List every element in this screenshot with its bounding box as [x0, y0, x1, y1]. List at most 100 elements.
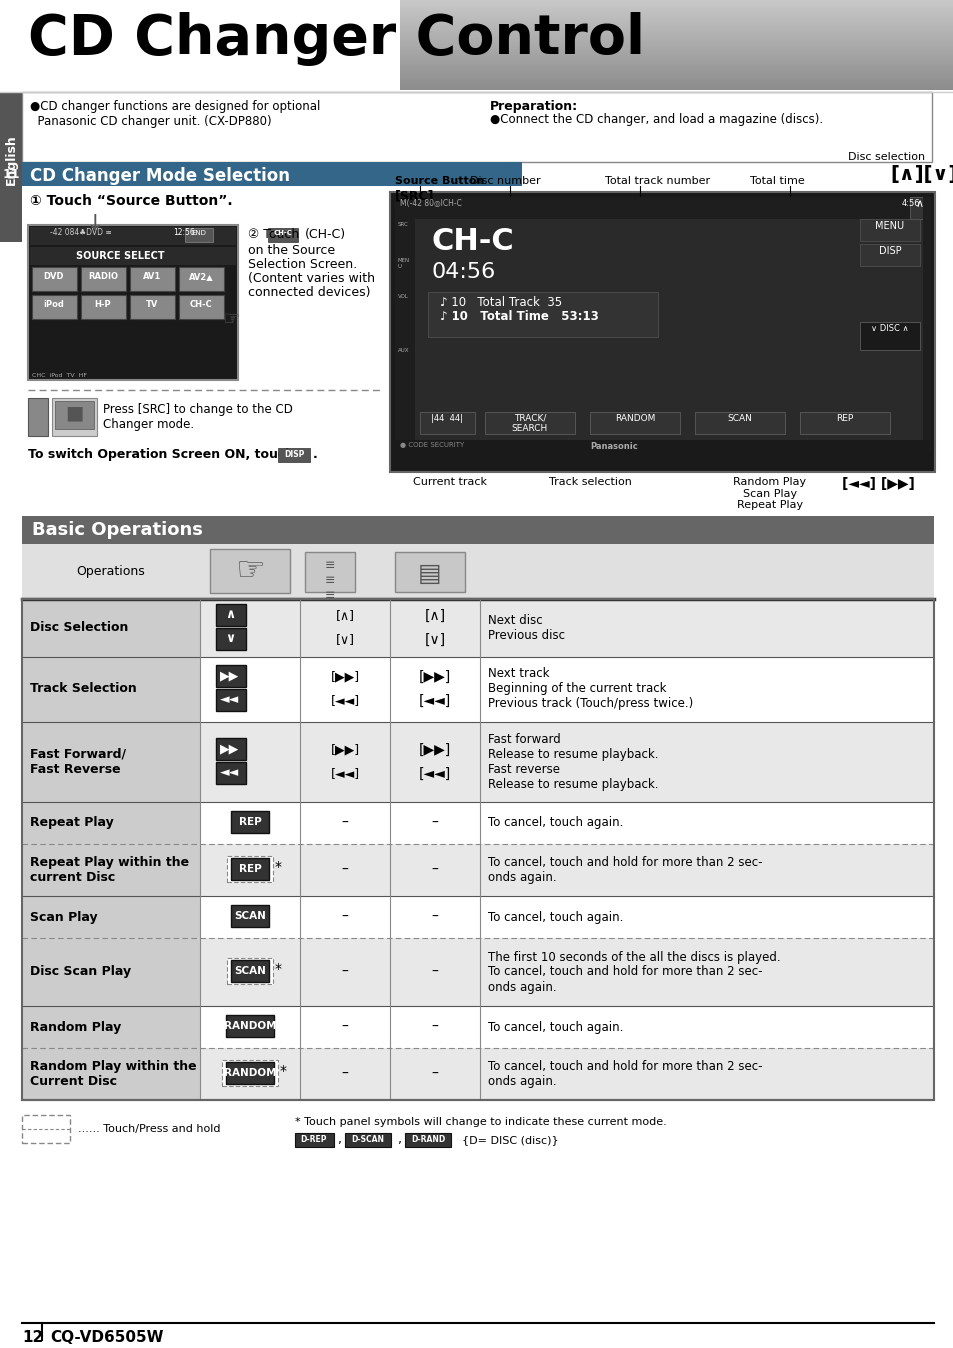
- Bar: [52, 398, 97, 435]
- Text: ☞: ☞: [234, 554, 265, 586]
- Bar: [305, 551, 355, 592]
- Bar: [395, 439, 929, 458]
- Text: M(-42 80◎ICH-C: M(-42 80◎ICH-C: [399, 200, 461, 208]
- Text: REP: REP: [238, 817, 261, 828]
- Text: To cancel, touch again.: To cancel, touch again.: [488, 910, 622, 923]
- Text: ▤: ▤: [417, 562, 441, 586]
- Bar: [55, 400, 94, 429]
- Text: –: –: [431, 1068, 438, 1081]
- Bar: [22, 599, 933, 1100]
- Text: CD Changer Mode Selection: CD Changer Mode Selection: [30, 167, 290, 185]
- Text: Total track number: Total track number: [604, 177, 709, 186]
- Bar: [405, 1134, 451, 1147]
- Bar: [227, 958, 273, 984]
- Bar: [215, 762, 246, 785]
- Bar: [390, 191, 934, 472]
- Text: Disc Selection: Disc Selection: [30, 621, 129, 635]
- Text: CH-C: CH-C: [274, 231, 293, 236]
- Bar: [179, 267, 224, 291]
- Bar: [22, 1115, 70, 1143]
- Bar: [30, 226, 235, 245]
- Bar: [589, 412, 679, 434]
- Text: ,: ,: [337, 1134, 341, 1147]
- Text: Fast forward
Release to resume playback.
Fast reverse
Release to resume playback: Fast forward Release to resume playback.…: [488, 733, 658, 791]
- Text: –: –: [431, 910, 438, 923]
- Text: [∧]: [∧]: [335, 609, 355, 623]
- Bar: [22, 545, 933, 599]
- Bar: [22, 516, 933, 545]
- Text: To switch Operation Screen ON, touch: To switch Operation Screen ON, touch: [28, 448, 294, 461]
- Bar: [22, 162, 521, 186]
- Text: ■: ■: [65, 403, 83, 422]
- Text: ≡
≡
≡: ≡ ≡ ≡: [324, 559, 335, 603]
- Text: .: .: [313, 448, 317, 461]
- Text: (Content varies with: (Content varies with: [248, 272, 375, 284]
- Bar: [22, 938, 200, 1006]
- Text: *: *: [280, 1064, 287, 1078]
- Text: –: –: [341, 816, 348, 830]
- Text: –: –: [431, 1020, 438, 1034]
- Text: Scan Play: Scan Play: [30, 910, 97, 923]
- Text: END: END: [192, 231, 206, 236]
- Text: ◄◄: ◄◄: [220, 693, 239, 706]
- Bar: [200, 1047, 933, 1100]
- Text: 04:56: 04:56: [432, 262, 496, 282]
- Bar: [215, 737, 246, 760]
- Text: SOURCE SELECT: SOURCE SELECT: [75, 251, 164, 262]
- Text: ◄◄: ◄◄: [220, 767, 239, 779]
- Bar: [395, 218, 415, 449]
- Bar: [22, 1006, 200, 1047]
- Bar: [226, 1015, 274, 1037]
- Text: ♪ 10   Total Track  35: ♪ 10 Total Track 35: [439, 297, 561, 309]
- Bar: [179, 295, 224, 319]
- Bar: [200, 938, 933, 1006]
- Text: ▶▶: ▶▶: [220, 670, 239, 682]
- Bar: [215, 628, 246, 650]
- Text: MENU: MENU: [875, 221, 903, 231]
- Bar: [210, 549, 290, 593]
- Text: MEN
U: MEN U: [397, 257, 410, 268]
- Text: Disc Scan Play: Disc Scan Play: [30, 965, 131, 979]
- Text: [▶▶]: [▶▶]: [418, 670, 451, 683]
- Text: SCAN: SCAN: [233, 967, 266, 976]
- Bar: [22, 896, 200, 938]
- Bar: [395, 197, 929, 457]
- Bar: [294, 1134, 334, 1147]
- Text: –: –: [341, 910, 348, 923]
- Text: [▶▶]: [▶▶]: [418, 743, 451, 758]
- Text: (CH-C): (CH-C): [305, 228, 346, 241]
- Bar: [345, 1134, 391, 1147]
- Bar: [277, 448, 310, 462]
- Text: –: –: [431, 965, 438, 979]
- Text: ② Touch: ② Touch: [248, 228, 299, 241]
- Text: iPod: iPod: [44, 301, 65, 309]
- Bar: [923, 197, 930, 452]
- Bar: [231, 857, 269, 880]
- Text: SCAN: SCAN: [233, 911, 266, 921]
- Text: -42 084♣DVD ≡: -42 084♣DVD ≡: [50, 228, 112, 237]
- Text: Track Selection: Track Selection: [30, 682, 136, 696]
- Bar: [859, 244, 919, 266]
- Bar: [32, 267, 77, 291]
- Bar: [231, 960, 269, 981]
- Bar: [22, 656, 200, 723]
- Text: Repeat Play within the
current Disc: Repeat Play within the current Disc: [30, 856, 189, 884]
- Text: Random Play within the
Current Disc: Random Play within the Current Disc: [30, 1060, 196, 1088]
- Text: To cancel, touch again.: To cancel, touch again.: [488, 817, 622, 829]
- Text: –: –: [431, 863, 438, 878]
- Bar: [200, 844, 933, 896]
- Text: |44  44|: |44 44|: [431, 414, 462, 423]
- Text: Selection Screen.: Selection Screen.: [248, 257, 356, 271]
- Text: –: –: [341, 1020, 348, 1034]
- Bar: [859, 322, 919, 350]
- Text: connected devices): connected devices): [248, 286, 370, 299]
- Text: ☞: ☞: [222, 310, 239, 329]
- Text: D-SCAN: D-SCAN: [351, 1135, 384, 1144]
- Bar: [130, 295, 174, 319]
- Text: [▶▶]: [▶▶]: [330, 744, 359, 756]
- Text: H-P: H-P: [94, 301, 112, 309]
- Text: DVD: DVD: [44, 272, 64, 280]
- Text: ∧: ∧: [225, 608, 234, 621]
- Bar: [231, 905, 269, 927]
- Text: [◄◄]: [◄◄]: [330, 694, 359, 708]
